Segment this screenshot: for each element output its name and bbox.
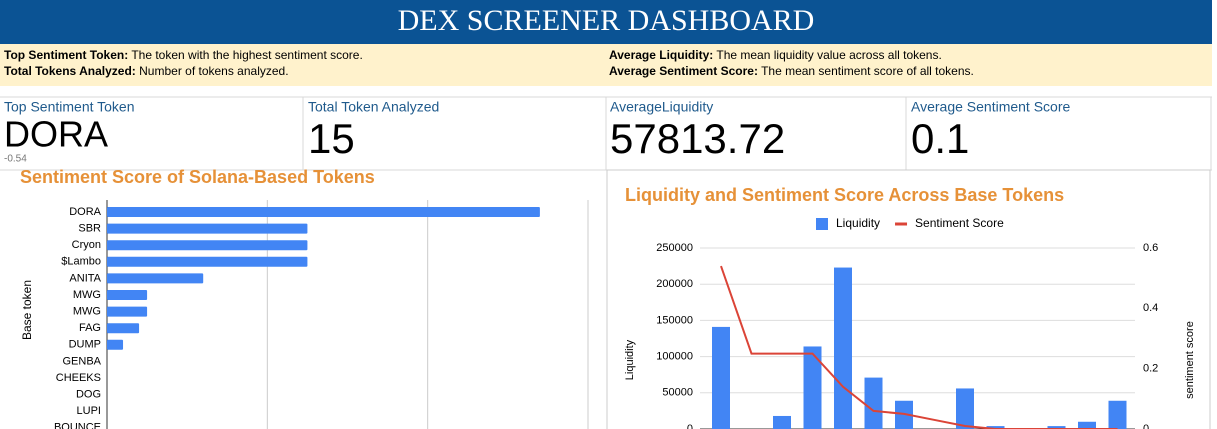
chart-title: Liquidity and Sentiment Score Across Bas… [625,185,1064,205]
description-text: The mean liquidity value across all toke… [713,48,942,62]
y2-axis-label: sentiment score [1184,321,1196,399]
description-label: Total Tokens Analyzed: [4,64,136,78]
bar [803,346,822,429]
description-label: Top Sentiment Token: [4,48,128,62]
kpi-value: 57813.72 [610,115,785,162]
legend-label: Sentiment Score [915,216,1004,230]
bar [1078,421,1096,429]
kpi-label: Top Sentiment Token [4,99,135,115]
y-tick-label: 50000 [662,387,693,399]
bar [986,426,1005,429]
header-band [0,0,1212,44]
y-tick-label: SBR [78,223,101,235]
y-tick-label: MWG [73,306,101,318]
line [720,265,1118,429]
description: Total Tokens Analyzed: Number of tokens … [4,64,289,78]
y2-tick-label: 0 [1143,423,1149,429]
bar [107,306,148,317]
y-tick-label: BOUNCE [54,422,101,429]
y-tick-label: ANITA [69,272,101,284]
bar [107,339,124,350]
kpi-value: 0.1 [911,115,969,162]
description-text: The mean sentiment score of all tokens. [758,64,974,78]
kpi-label: Average Sentiment Score [911,99,1070,115]
description-text: Number of tokens analyzed. [136,64,289,78]
bar [956,388,974,429]
y-tick-label: $Lambo [61,256,101,268]
bar [712,326,730,429]
description: Top Sentiment Token: The token with the … [4,48,363,62]
y-tick-label: GENBA [62,355,101,367]
legend-swatch [816,218,828,230]
y-tick-label: DORA [69,206,101,218]
bar [107,323,140,334]
description-label: Average Liquidity: [609,48,713,62]
kpi-value: DORA [4,114,108,155]
chart-title: Sentiment Score of Solana-Based Tokens [20,167,375,187]
y-tick-label: 200000 [656,278,693,290]
kpi-note: -0.54 [4,154,27,165]
bar [107,223,308,234]
y-tick-label: FAG [79,322,101,334]
kpi-label: AverageLiquidity [610,99,713,115]
bar [1047,426,1066,429]
description-band [0,44,1212,86]
description: Average Sentiment Score: The mean sentim… [609,64,974,78]
bar [864,377,883,429]
y-axis-label: Liquidity [624,339,636,380]
bar [107,240,308,251]
y-tick-label: CHEEKS [56,372,101,384]
description: Average Liquidity: The mean liquidity va… [609,48,942,62]
bar [1108,400,1127,429]
y-tick-label: 150000 [656,314,693,326]
bar [107,290,148,300]
bar [834,267,852,429]
y2-tick-label: 0.6 [1143,242,1158,254]
y-axis-label: Base token [20,280,34,340]
bar [107,256,308,267]
bar [773,415,791,429]
legend-label: Liquidity [836,216,880,230]
y-tick-label: 0 [687,423,693,429]
y-tick-label: DOG [76,389,101,401]
y-tick-label: Cryon [72,239,101,251]
kpi-value: 15 [308,115,355,162]
description-text: The token with the highest sentiment sco… [128,48,363,62]
y-tick-label: 250000 [656,242,693,254]
description-label: Average Sentiment Score: [609,64,758,78]
dashboard-title: DEX SCREENER DASHBOARD [398,4,815,37]
bar [107,207,540,217]
y-tick-label: DUMP [69,339,101,351]
y-tick-label: 100000 [656,351,693,363]
y2-tick-label: 0.4 [1143,302,1158,314]
bar [107,273,204,284]
kpi-label: Total Token Analyzed [308,99,439,115]
chart-frame [606,169,1211,429]
y-tick-label: MWG [73,289,101,301]
y-tick-label: LUPI [77,405,101,417]
y2-tick-label: 0.2 [1143,363,1158,375]
